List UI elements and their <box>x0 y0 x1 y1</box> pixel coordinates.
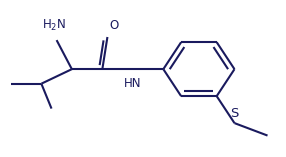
Text: S: S <box>230 107 239 120</box>
Text: HN: HN <box>124 77 142 90</box>
Text: H$_2$N: H$_2$N <box>42 18 66 33</box>
Text: O: O <box>109 19 118 32</box>
